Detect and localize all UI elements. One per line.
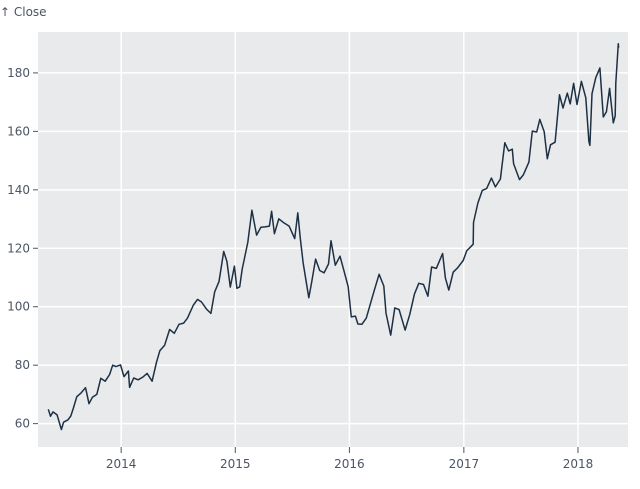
x-tick-label: 2017 xyxy=(449,457,480,471)
y-tick-label: 60 xyxy=(15,417,30,431)
y-tick-label: 100 xyxy=(7,300,30,314)
y-tick-label: 160 xyxy=(7,124,30,138)
y-tick-label: 120 xyxy=(7,241,30,255)
y-tick-label: 80 xyxy=(15,358,30,372)
series-line-close xyxy=(47,42,620,431)
x-tick-label: 2016 xyxy=(334,457,365,471)
plot-background xyxy=(38,32,628,447)
x-axis: 2014 2015 2016 2017 2018 xyxy=(106,447,593,471)
y-axis: 60 80 100 120 140 160 180 xyxy=(7,66,38,431)
x-tick-label: 2014 xyxy=(106,457,137,471)
y-tick-label: 140 xyxy=(7,183,30,197)
y-axis-label: ↑ Close xyxy=(0,5,47,19)
x-tick-label: 2018 xyxy=(563,457,594,471)
x-tick-label: 2015 xyxy=(220,457,251,471)
y-tick-label: 180 xyxy=(7,66,30,80)
